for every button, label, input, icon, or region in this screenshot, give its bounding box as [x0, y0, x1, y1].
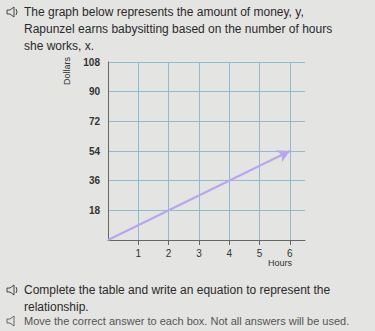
svg-text:5: 5	[257, 248, 263, 259]
svg-text:1: 1	[136, 248, 142, 259]
svg-text:90: 90	[89, 86, 101, 97]
svg-text:4: 4	[226, 248, 232, 259]
svg-text:Dollars: Dollars	[62, 56, 72, 85]
svg-text:Hours: Hours	[268, 258, 293, 268]
svg-text:72: 72	[89, 116, 101, 127]
svg-text:6: 6	[287, 248, 293, 259]
html-text:Complete the table and write a: Complete the table and write an equation…	[24, 283, 331, 314]
svg-text:54: 54	[89, 146, 101, 157]
svg-text:36: 36	[89, 175, 101, 186]
svg-text:18: 18	[89, 205, 101, 216]
svg-text:2: 2	[166, 248, 172, 259]
html-text:Move the correct answer to eac: Move the correct answer to each box. Not…	[24, 315, 350, 327]
svg-text:3: 3	[196, 248, 202, 259]
svg-text:108: 108	[83, 57, 100, 68]
html-text:The graph below represents the: The graph below represents the amount of…	[24, 5, 333, 53]
